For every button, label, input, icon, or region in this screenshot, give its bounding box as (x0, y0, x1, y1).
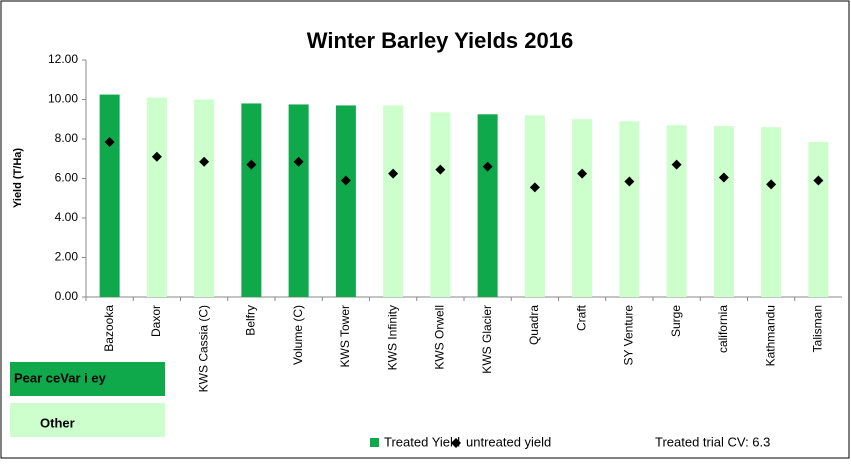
legend-label: untreated yield (466, 434, 551, 449)
marker (766, 179, 777, 190)
x-tick-label: KWS Cassia (C) (196, 305, 210, 392)
y-tick-label: 4.00 (55, 210, 79, 224)
bar (241, 103, 262, 297)
bar (808, 141, 829, 297)
key-label: Other (40, 415, 75, 430)
marker (151, 151, 162, 162)
x-tick-label: Bazooka (102, 305, 116, 352)
marker (246, 159, 257, 170)
bar (572, 119, 593, 297)
x-tick-label: Daxor (149, 305, 163, 337)
marker (104, 136, 115, 147)
y-tick-label: 2.00 (55, 250, 79, 264)
bar (430, 112, 451, 298)
marker (577, 168, 588, 179)
y-tick-label: 8.00 (55, 131, 79, 145)
x-tick-label: Craft (574, 304, 588, 331)
marker (199, 156, 210, 167)
bar (288, 104, 309, 297)
bar (761, 127, 782, 298)
legend-swatch (370, 438, 379, 447)
chart-title: Winter Barley Yields 2016 (307, 28, 573, 53)
key-label: Pear ceVar i ey (14, 370, 107, 385)
x-tick-label: KWS Infinity (385, 305, 399, 370)
marker (388, 168, 399, 179)
bar (383, 105, 404, 297)
bar (619, 121, 640, 297)
marker (718, 172, 729, 183)
x-tick-label: KWS Glacier (480, 305, 494, 374)
y-tick-label: 0.00 (55, 289, 79, 303)
y-tick-label: 12.00 (48, 52, 78, 66)
bar (477, 114, 498, 297)
x-tick-label: Kathmandu (763, 305, 777, 366)
key-box (10, 362, 165, 396)
bar (524, 115, 545, 297)
bar (713, 126, 734, 297)
x-tick-label: Quadra (527, 305, 541, 345)
x-tick-label: california (716, 305, 730, 353)
marker (529, 182, 540, 193)
annotation: Treated trial CV: 6.3 (655, 434, 770, 449)
marker (482, 161, 493, 172)
bar (146, 97, 167, 298)
x-tick-label: KWS Tower (338, 305, 352, 367)
marker (340, 175, 351, 186)
legend-swatch (451, 438, 461, 448)
key-box (10, 403, 165, 437)
x-tick-label: Talisman (811, 305, 825, 352)
x-tick-label: Volume (C) (291, 305, 305, 365)
y-tick-label: 10.00 (48, 92, 78, 106)
marker (813, 175, 824, 186)
marker (671, 159, 682, 170)
bar (335, 105, 356, 297)
marker (435, 164, 446, 175)
marker (624, 176, 635, 187)
y-axis-label: Yield (T/Ha) (12, 148, 24, 208)
y-tick-label: 6.00 (55, 171, 79, 185)
marker (293, 156, 304, 167)
x-tick-label: Belfry (244, 305, 258, 336)
x-tick-label: Surge (669, 305, 683, 337)
bar (666, 125, 687, 297)
legend-label: Treated Yield (384, 434, 460, 449)
x-tick-label: SY Venture (622, 305, 636, 366)
bar (194, 99, 215, 297)
bar (99, 94, 120, 297)
x-tick-label: KWS Orwell (433, 305, 447, 370)
